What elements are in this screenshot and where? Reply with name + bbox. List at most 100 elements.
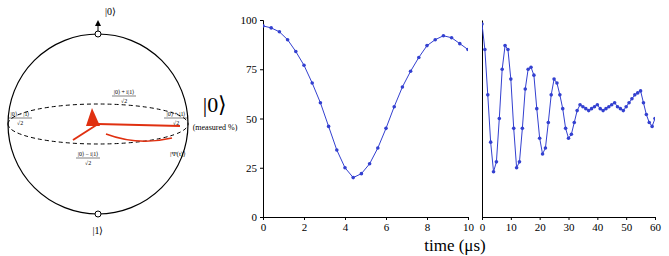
x-tick-label: 60 <box>650 221 662 233</box>
y-tick-mark <box>260 168 263 169</box>
y-axis-line <box>482 21 483 218</box>
y-axis: 0255075100 <box>241 14 264 223</box>
data-point <box>630 97 634 101</box>
data-point <box>509 77 513 81</box>
data-point <box>450 36 454 40</box>
numerator: |0⟩ + |1⟩ <box>167 111 186 117</box>
data-point <box>498 117 502 121</box>
data-point <box>570 132 574 136</box>
data-point <box>639 89 643 93</box>
data-point <box>518 160 522 164</box>
x-tick: 6 <box>384 217 390 233</box>
y-tick-label: 0 <box>252 211 258 223</box>
x-tick: 10 <box>506 217 518 233</box>
data-point <box>384 127 388 131</box>
chart-panel: 0 10 20 30 40 50 60 <box>480 21 662 233</box>
data-point <box>409 69 413 73</box>
equator-front <box>8 124 188 144</box>
x-tick-mark <box>569 217 570 220</box>
x-tick: 0 <box>480 217 486 233</box>
state-vector <box>98 124 180 126</box>
y-axis-title: |0⟩ <box>203 92 227 117</box>
data-point <box>327 125 331 129</box>
sphere-outline <box>8 34 188 214</box>
data-point <box>642 101 646 105</box>
data-point <box>335 148 339 152</box>
data-point <box>523 87 527 91</box>
data-point <box>310 81 314 85</box>
y-tick-label: 100 <box>241 14 258 26</box>
data-point <box>558 93 562 97</box>
x-axis-title: time (μs) <box>424 236 486 255</box>
x-tick-label: 10 <box>506 221 518 233</box>
y-tick-label: 25 <box>246 162 258 174</box>
data-point <box>376 146 380 150</box>
x-tick-label: 10 <box>463 221 475 233</box>
data-point <box>567 136 571 140</box>
state-label: |1⟩ <box>92 225 103 236</box>
data-point <box>613 101 617 105</box>
y-tick: 50 <box>246 113 263 125</box>
x-tick-label: 30 <box>564 221 576 233</box>
bloch-sphere: |0⟩|1⟩|0⟩ − |1⟩√2|0⟩ + |1⟩√2|0⟩ + i|1⟩√2… <box>8 6 188 236</box>
data-point <box>286 38 290 42</box>
plot-area <box>482 22 655 173</box>
x-tick-mark <box>345 217 346 220</box>
data-point <box>425 44 429 48</box>
y-axis-line <box>260 21 264 218</box>
data-point <box>561 107 565 111</box>
state-label: |0⟩ + i|1⟩√2 <box>112 89 136 104</box>
x-tick: 40 <box>592 217 604 233</box>
data-point <box>647 121 651 125</box>
data-point <box>492 170 496 174</box>
data-line <box>482 24 655 172</box>
data-point <box>466 48 468 52</box>
x-tick: 50 <box>621 217 633 233</box>
data-point <box>495 160 499 164</box>
x-tick: 4 <box>343 217 349 233</box>
data-point <box>564 127 568 131</box>
denominator: √2 <box>173 120 179 126</box>
state-label: |Ψ(t)⟩ <box>170 150 186 158</box>
data-point <box>547 121 551 125</box>
denominator: √2 <box>121 98 127 104</box>
data-point <box>627 101 631 105</box>
data-point <box>529 65 533 69</box>
numerator: |0⟩ − i|1⟩ <box>78 151 98 157</box>
data-point <box>596 103 600 107</box>
data-point <box>269 26 273 30</box>
data-point <box>278 30 282 34</box>
x-tick: 20 <box>535 217 547 233</box>
data-point <box>503 44 507 48</box>
x-tick: 2 <box>302 217 308 233</box>
data-point <box>482 22 484 26</box>
chart-panel: 02468100255075100 <box>241 14 475 233</box>
data-point <box>489 140 493 144</box>
numerator: |0⟩ − |1⟩ <box>11 111 30 117</box>
state-vector <box>73 124 98 140</box>
data-point <box>458 42 462 46</box>
fraction-bar <box>164 118 188 119</box>
data-point <box>575 109 579 113</box>
fraction-bar <box>76 158 100 159</box>
x-tick-mark <box>655 217 656 220</box>
x-tick-label: 2 <box>302 221 308 233</box>
x-tick-mark <box>626 217 627 220</box>
x-tick-mark <box>597 217 598 220</box>
data-point <box>555 81 559 85</box>
y-tick-mark <box>260 20 263 21</box>
state-label: |0⟩ − |1⟩√2 <box>8 111 32 126</box>
y-axis-subtitle: (measured %) <box>193 123 238 132</box>
pole-bottom <box>95 211 101 217</box>
y-tick: 0 <box>252 211 264 223</box>
data-point <box>486 93 490 97</box>
x-axis-line <box>264 218 469 221</box>
data-point <box>521 127 525 131</box>
data-point <box>351 176 355 180</box>
data-point <box>572 121 576 125</box>
x-tick-label: 0 <box>480 221 486 233</box>
data-point <box>621 109 625 113</box>
state-cone <box>86 108 100 126</box>
x-tick-mark <box>468 217 469 220</box>
data-point <box>515 166 519 170</box>
